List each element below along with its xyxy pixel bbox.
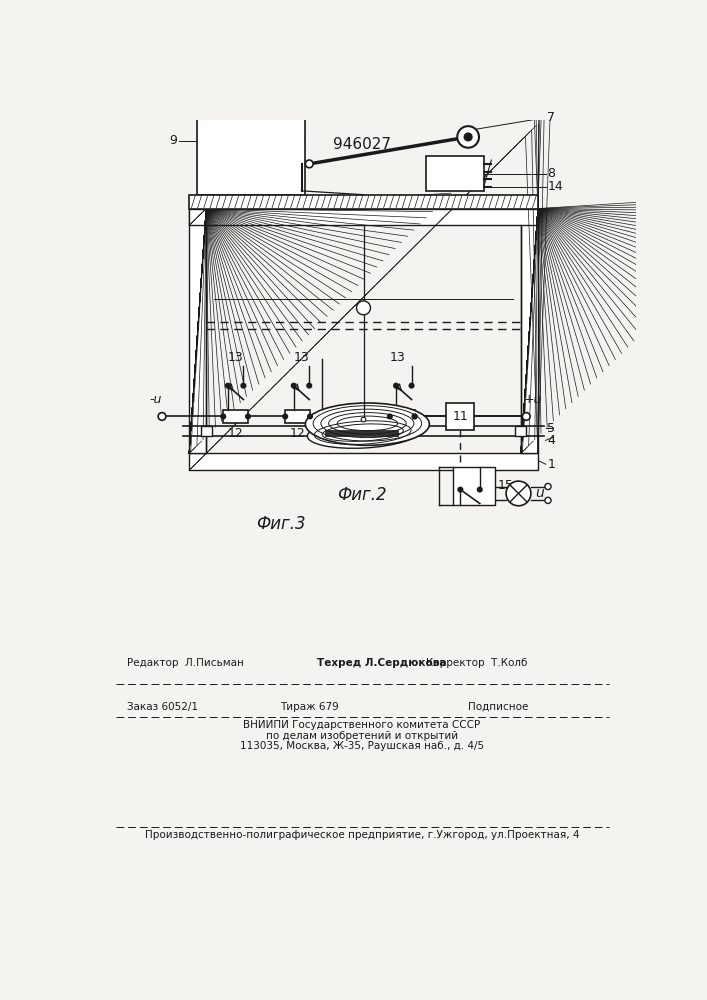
Text: +u: +u xyxy=(523,393,542,406)
Circle shape xyxy=(412,414,417,419)
Circle shape xyxy=(308,414,312,419)
Text: Фиг.3: Фиг.3 xyxy=(256,515,305,533)
Circle shape xyxy=(307,383,312,388)
Circle shape xyxy=(361,417,366,422)
Circle shape xyxy=(545,497,551,503)
Text: ВНИИПИ Государственного комитета СССР: ВНИИПИ Государственного комитета СССР xyxy=(243,720,481,730)
Text: 8: 8 xyxy=(547,167,555,180)
Text: 5: 5 xyxy=(547,422,555,434)
Text: -u: -u xyxy=(150,393,162,406)
Text: 12: 12 xyxy=(395,427,410,440)
Text: 946027: 946027 xyxy=(333,137,391,152)
Text: по делам изобретений и открытий: по делам изобретений и открытий xyxy=(266,731,458,741)
Text: 13: 13 xyxy=(390,351,406,364)
Text: 13: 13 xyxy=(293,351,310,364)
Bar xyxy=(390,410,414,423)
Text: 12: 12 xyxy=(228,427,243,440)
Ellipse shape xyxy=(305,403,429,445)
Bar xyxy=(452,466,495,505)
Circle shape xyxy=(221,414,226,419)
Circle shape xyxy=(457,126,479,148)
Text: Фиг.2: Фиг.2 xyxy=(337,486,387,504)
Text: Подписное: Подписное xyxy=(468,702,529,712)
Circle shape xyxy=(412,414,417,419)
Circle shape xyxy=(226,383,230,388)
Bar xyxy=(201,426,211,436)
Text: Корректор  Т.Колб: Корректор Т.Колб xyxy=(426,658,527,668)
Text: 11: 11 xyxy=(452,410,468,423)
Text: Производственно-полиграфическое предприятие, г.Ужгород, ул.Проектная, 4: Производственно-полиграфическое предприя… xyxy=(145,830,579,840)
Circle shape xyxy=(477,487,482,492)
Text: 15: 15 xyxy=(498,479,513,492)
Bar xyxy=(223,410,248,423)
Bar xyxy=(189,453,538,470)
Bar xyxy=(426,156,484,191)
Text: 14: 14 xyxy=(547,180,563,193)
Circle shape xyxy=(464,133,472,141)
Ellipse shape xyxy=(308,418,420,448)
Text: 12: 12 xyxy=(290,427,305,440)
Bar xyxy=(189,209,538,225)
Bar xyxy=(189,195,538,209)
Circle shape xyxy=(356,301,370,315)
Text: 1: 1 xyxy=(547,458,555,471)
Bar xyxy=(197,118,305,195)
Text: Техред Л.Сердюкова: Техред Л.Сердюкова xyxy=(317,658,447,668)
Text: 9: 9 xyxy=(170,134,177,147)
Bar xyxy=(285,410,310,423)
Circle shape xyxy=(246,414,250,419)
Bar xyxy=(446,403,474,430)
Circle shape xyxy=(291,383,296,388)
Text: Тираж 679: Тираж 679 xyxy=(280,702,339,712)
Circle shape xyxy=(394,383,398,388)
Circle shape xyxy=(241,383,246,388)
Text: 13: 13 xyxy=(228,351,243,364)
Bar xyxy=(521,209,538,453)
Text: Заказ 6052/1: Заказ 6052/1 xyxy=(127,702,198,712)
Circle shape xyxy=(387,414,392,419)
Circle shape xyxy=(522,413,530,420)
Bar xyxy=(325,430,398,436)
Bar xyxy=(515,426,526,436)
Text: u: u xyxy=(534,486,544,500)
Circle shape xyxy=(305,160,313,168)
Circle shape xyxy=(545,483,551,490)
Text: 7: 7 xyxy=(547,111,555,124)
Circle shape xyxy=(158,413,166,420)
Circle shape xyxy=(283,414,288,419)
Text: 4: 4 xyxy=(547,434,555,447)
Bar xyxy=(189,209,206,453)
Circle shape xyxy=(409,383,414,388)
Text: Редактор  Л.Письман: Редактор Л.Письман xyxy=(127,658,244,668)
Circle shape xyxy=(506,481,531,506)
Circle shape xyxy=(458,487,462,492)
Text: 113035, Москва, Ж-35, Раушская наб., д. 4/5: 113035, Москва, Ж-35, Раушская наб., д. … xyxy=(240,741,484,751)
